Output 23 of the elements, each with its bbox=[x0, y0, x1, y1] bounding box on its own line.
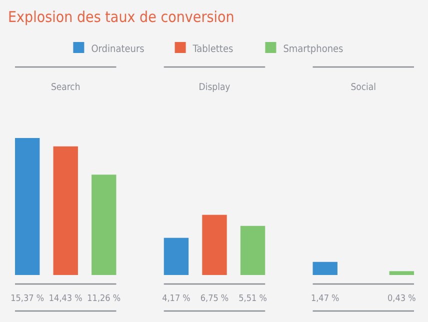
bar bbox=[15, 138, 40, 275]
data-label: 15,37 % bbox=[10, 294, 44, 304]
bar bbox=[240, 226, 266, 275]
bar bbox=[53, 146, 78, 275]
data-label: 14,43 % bbox=[48, 294, 83, 304]
x-tick-label: Display bbox=[198, 82, 230, 93]
data-label: 0,43 % bbox=[388, 294, 416, 304]
legend-label: Tablettes bbox=[192, 44, 234, 55]
legend-label: Smartphones bbox=[283, 44, 344, 55]
data-label: 11,26 % bbox=[87, 294, 121, 304]
data-label: 6,75 % bbox=[200, 294, 229, 304]
bar bbox=[202, 214, 227, 275]
bar bbox=[389, 271, 414, 275]
bar bbox=[164, 238, 189, 275]
bar bbox=[92, 174, 116, 275]
chart-title: Explosion des taux de conversion bbox=[8, 8, 234, 26]
bar bbox=[312, 262, 338, 275]
data-label: 4,17 % bbox=[162, 294, 191, 304]
data-label: 5,51 % bbox=[238, 294, 268, 304]
x-tick-label: Search bbox=[50, 82, 80, 93]
data-label: 1,47 % bbox=[310, 294, 340, 304]
legend-label: Ordinateurs bbox=[91, 44, 145, 55]
x-tick-label: Social bbox=[350, 82, 376, 93]
